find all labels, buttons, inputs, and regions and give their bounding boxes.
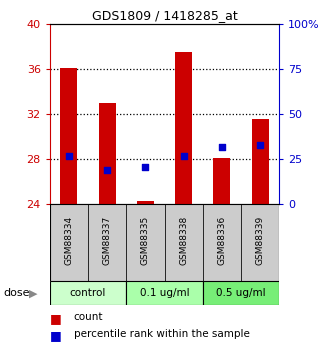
Bar — [203, 204, 241, 281]
Text: GSM88337: GSM88337 — [103, 216, 112, 265]
Point — [257, 142, 263, 148]
Point — [219, 145, 224, 150]
Point — [66, 154, 72, 159]
Bar — [241, 204, 279, 281]
Point — [143, 164, 148, 169]
Bar — [203, 281, 279, 305]
Point — [181, 154, 186, 159]
Bar — [137, 201, 154, 204]
Text: dose: dose — [3, 288, 30, 298]
Bar — [175, 52, 192, 204]
Bar — [88, 204, 126, 281]
Text: 0.1 ug/ml: 0.1 ug/ml — [140, 288, 189, 298]
Text: ▶: ▶ — [29, 288, 37, 298]
Bar — [126, 281, 203, 305]
Bar — [50, 281, 126, 305]
Bar — [252, 119, 269, 204]
Text: GSM88339: GSM88339 — [256, 216, 265, 265]
Text: count: count — [74, 312, 103, 322]
Text: 0.5 ug/ml: 0.5 ug/ml — [216, 288, 266, 298]
Text: GSM88336: GSM88336 — [217, 216, 226, 265]
Bar — [164, 204, 203, 281]
Bar — [213, 158, 230, 204]
Text: percentile rank within the sample: percentile rank within the sample — [74, 329, 250, 339]
Text: GSM88338: GSM88338 — [179, 216, 188, 265]
Text: ■: ■ — [50, 312, 62, 325]
Text: GSM88334: GSM88334 — [65, 216, 74, 265]
Title: GDS1809 / 1418285_at: GDS1809 / 1418285_at — [91, 9, 238, 22]
Text: ■: ■ — [50, 329, 62, 343]
Text: control: control — [70, 288, 106, 298]
Point — [105, 167, 110, 173]
Bar — [99, 103, 116, 204]
Bar — [50, 204, 88, 281]
Text: GSM88335: GSM88335 — [141, 216, 150, 265]
Bar — [60, 68, 77, 204]
Bar — [126, 204, 164, 281]
